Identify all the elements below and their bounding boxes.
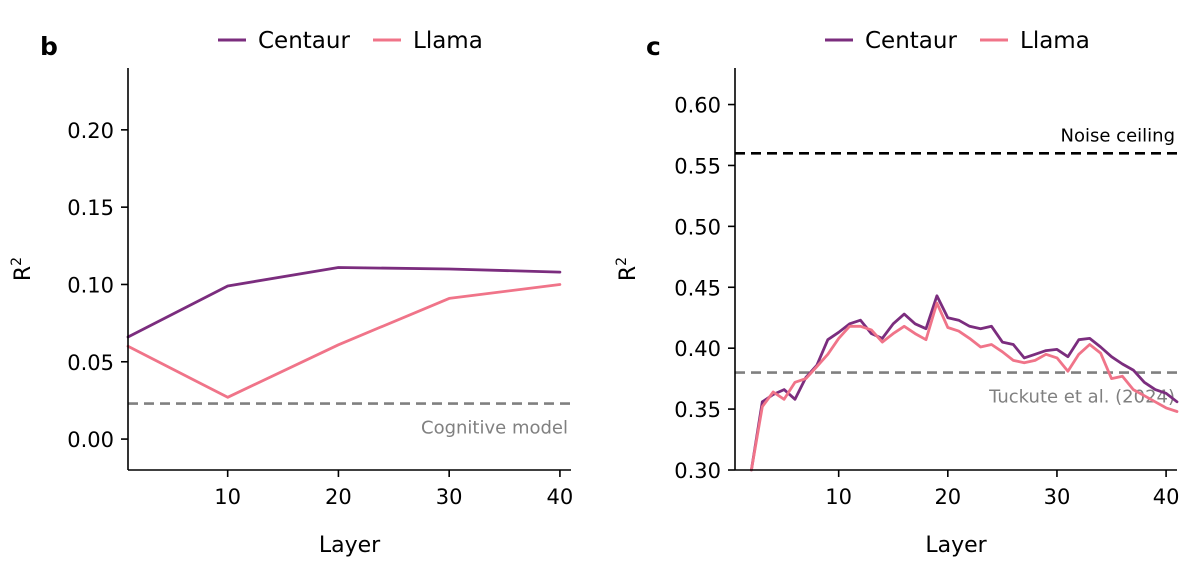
y-tick-label: 0.35 [674, 398, 721, 422]
series-line-centaur [126, 266, 562, 339]
y-tick-label: 0.40 [674, 337, 721, 361]
series-line-centaur [750, 294, 1179, 472]
panel-c-legend: Centaur Llama [825, 28, 1090, 54]
panel-b: b Centaur Llama Cognitive model 0.00 0.05 0… [9, 28, 573, 558]
panel-c-letter: c [646, 32, 661, 61]
x-tick-label: 30 [436, 485, 463, 509]
y-tick-label: 0.45 [674, 276, 721, 300]
y-axis-title-base: R [11, 266, 36, 281]
y-axis-title-base: R [616, 266, 641, 281]
y-tick-label: 0.05 [67, 351, 114, 375]
y-tick-label: 0.60 [674, 94, 721, 118]
legend-label-centaur: Centaur [865, 28, 957, 54]
y-axis-title: R2 [9, 257, 36, 281]
x-tick-label: 40 [547, 485, 574, 509]
x-tick-label: 10 [214, 485, 241, 509]
reference-label: Cognitive model [421, 418, 568, 439]
y-axis-title-superscript: 2 [614, 257, 630, 266]
x-axis-title: Layer [925, 533, 987, 558]
y-tick-label: 0.10 [67, 273, 114, 297]
reference-label: Tuckute et al. (2024) [988, 387, 1175, 408]
y-tick-label: 0.15 [67, 196, 114, 220]
series-line-llama [750, 301, 1179, 472]
series-line-llama [126, 283, 562, 399]
panel-b-legend: Centaur Llama [218, 28, 483, 54]
x-tick-label: 30 [1044, 485, 1071, 509]
x-tick-label: 10 [825, 485, 852, 509]
y-axis-title: R2 [614, 257, 641, 281]
reference-label: Noise ceiling [1061, 125, 1175, 146]
y-tick-label: 0.00 [67, 428, 114, 452]
y-axis-title-superscript: 2 [9, 257, 25, 266]
x-tick-label: 20 [934, 485, 961, 509]
panel-b-letter: b [40, 32, 58, 61]
legend-label-centaur: Centaur [258, 28, 350, 54]
panel-c: c Centaur Llama Noise ceiling Tuckute et a… [614, 28, 1179, 558]
y-tick-label: 0.30 [674, 459, 721, 483]
y-tick-label: 0.55 [674, 154, 721, 178]
x-tick-label: 40 [1153, 485, 1180, 509]
x-tick-label: 20 [325, 485, 352, 509]
legend-label-llama: Llama [413, 28, 483, 54]
y-tick-label: 0.20 [67, 119, 114, 143]
legend-label-llama: Llama [1020, 28, 1090, 54]
y-tick-label: 0.50 [674, 215, 721, 239]
x-axis-title: Layer [319, 533, 381, 558]
